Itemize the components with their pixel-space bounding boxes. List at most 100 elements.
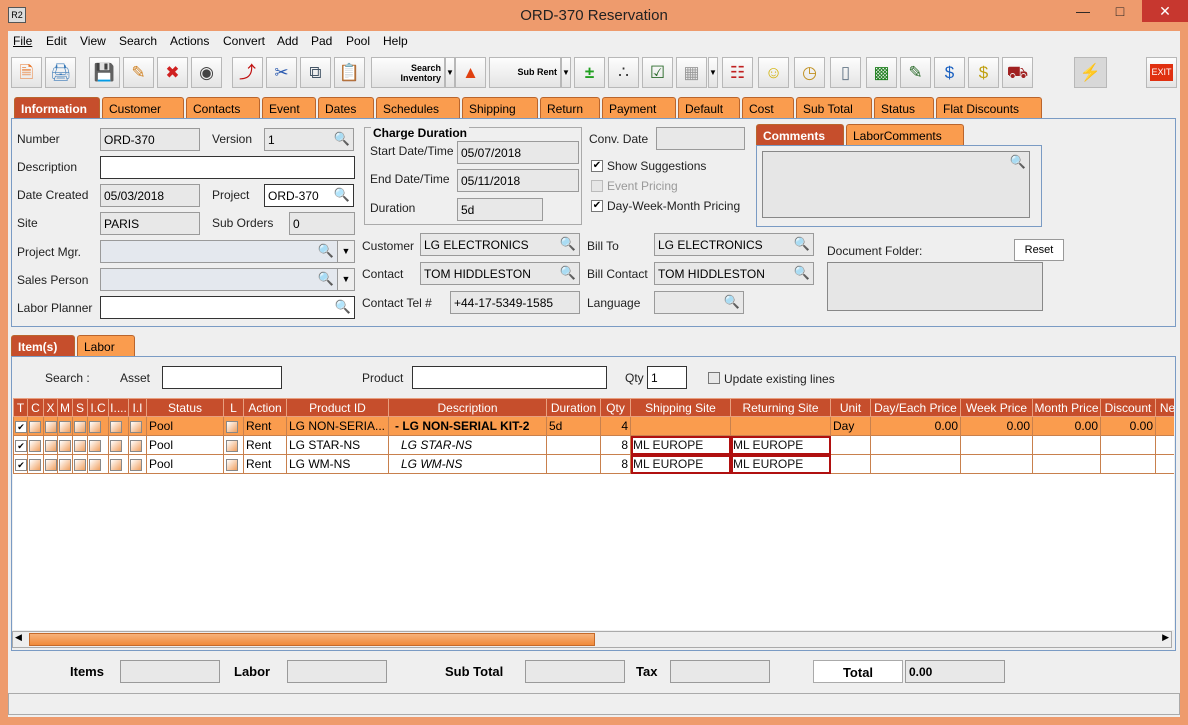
column-header[interactable]: Shipping Site <box>630 398 731 417</box>
row-checkbox-cell[interactable] <box>72 454 88 474</box>
checkbox[interactable] <box>29 458 41 471</box>
cell-unit[interactable] <box>830 454 871 474</box>
customer-field[interactable]: LG ELECTRONICS 🔍 <box>420 233 580 256</box>
edit-pencil-icon[interactable]: ✎ <box>123 57 154 88</box>
cell-status[interactable]: Pool <box>146 435 224 455</box>
checkbox[interactable] <box>74 420 86 433</box>
cell-day[interactable] <box>870 435 961 455</box>
tab-contacts[interactable]: Contacts <box>186 97 260 118</box>
truck-icon[interactable]: ⛟ <box>1002 57 1033 88</box>
cell-ret[interactable]: ML EUROPE <box>730 435 831 455</box>
row-checkbox-cell[interactable] <box>87 454 109 474</box>
eraser-icon[interactable]: ▯ <box>830 57 861 88</box>
chevron-down-icon[interactable]: ▼ <box>337 241 354 262</box>
search-inventory-button[interactable]: Search Inventory <box>371 57 445 88</box>
binoculars-icon[interactable]: ◉ <box>191 57 222 88</box>
sub-rent-dropdown-icon[interactable]: ▼ <box>561 57 571 88</box>
checkbox[interactable] <box>74 439 86 452</box>
column-header[interactable]: C <box>27 398 44 417</box>
search-icon[interactable]: 🔍 <box>793 265 810 280</box>
tab-default[interactable]: Default <box>678 97 740 118</box>
lightning-icon[interactable]: ⚡ <box>1074 57 1107 88</box>
cell-duration[interactable]: 5d <box>546 416 601 436</box>
minimize-button[interactable]: — <box>1076 3 1090 19</box>
column-header[interactable]: Duration <box>546 398 601 417</box>
search-icon[interactable]: 🔍 <box>723 294 740 309</box>
column-header[interactable]: I.C <box>87 398 109 417</box>
row-checkbox-cell[interactable] <box>108 416 129 436</box>
table-row[interactable]: ✔ Pool Rent LG STAR-NS LG STAR-NS 8 ML EUROPE M… <box>13 435 1174 455</box>
comments-textarea[interactable]: 🔍 <box>762 151 1030 218</box>
column-header[interactable]: M <box>57 398 73 417</box>
column-header[interactable]: S <box>72 398 88 417</box>
search-icon[interactable]: 🔍 <box>1009 154 1026 169</box>
scrollbar-thumb[interactable] <box>29 633 595 646</box>
horizontal-scrollbar[interactable]: ◀ ▶ <box>12 631 1172 648</box>
cell-action[interactable]: Rent <box>243 454 287 474</box>
cell-day[interactable] <box>870 454 961 474</box>
cell-ship[interactable]: ML EUROPE <box>630 454 731 474</box>
row-checkbox-cell[interactable] <box>57 454 73 474</box>
row-checkbox-cell[interactable] <box>27 454 44 474</box>
circles-icon[interactable]: ∴ <box>608 57 639 88</box>
project-mgr-combo[interactable]: 🔍 ▼ <box>100 240 355 263</box>
cell-month[interactable]: 0.00 <box>1032 416 1101 436</box>
copy-icon[interactable]: ⧉ <box>300 57 331 88</box>
cut-icon[interactable]: ✂ <box>266 57 297 88</box>
cell-discount[interactable] <box>1100 435 1156 455</box>
tab-comments[interactable]: Comments <box>756 124 844 145</box>
cell-discount[interactable] <box>1100 454 1156 474</box>
menu-edit[interactable]: Edit <box>46 34 67 48</box>
checkbox[interactable] <box>89 439 101 452</box>
search-icon[interactable]: 🔍 <box>317 243 334 258</box>
menu-pad[interactable]: Pad <box>311 34 333 48</box>
row-checkbox-cell[interactable] <box>57 416 73 436</box>
cell-product-id[interactable]: LG WM-NS <box>286 454 389 474</box>
menu-search[interactable]: Search <box>119 34 158 48</box>
project-field[interactable]: ORD-370 🔍 <box>264 184 354 207</box>
row-checkbox-cell[interactable] <box>108 435 129 455</box>
tab-sub-total[interactable]: Sub Total <box>796 97 872 118</box>
cell-ret[interactable] <box>730 416 831 436</box>
row-checkbox-cell[interactable] <box>108 454 129 474</box>
exit-button[interactable]: EXIT <box>1146 57 1177 88</box>
close-button[interactable]: ✕ <box>1142 0 1188 22</box>
asset-search-input[interactable] <box>162 366 282 389</box>
checkbox[interactable] <box>130 420 142 433</box>
add-remove-icon[interactable]: ± <box>574 57 605 88</box>
description-input[interactable] <box>100 156 355 179</box>
row-checkbox-cell[interactable] <box>43 435 58 455</box>
checkbox[interactable] <box>110 420 122 433</box>
column-header[interactable]: Product ID <box>286 398 389 417</box>
menu-pool[interactable]: Pool <box>346 34 371 48</box>
document-folder-box[interactable] <box>827 262 1043 311</box>
cell-week[interactable]: 0.00 <box>960 416 1033 436</box>
search-icon[interactable]: 🔍 <box>317 271 334 286</box>
tab-labor-comments[interactable]: LaborComments <box>846 124 964 145</box>
cell-description[interactable]: LG WM-NS <box>388 454 547 474</box>
row-checkbox-cell[interactable] <box>57 435 73 455</box>
cell-description[interactable]: - LG NON-SERIAL KIT-2 <box>388 416 547 436</box>
tab-dates[interactable]: Dates <box>318 97 374 118</box>
notes-clock-icon[interactable]: ◷ <box>794 57 825 88</box>
show-suggestions-checkbox[interactable]: ✔ <box>591 160 603 172</box>
column-header[interactable]: T <box>13 398 28 417</box>
product-search-input[interactable] <box>412 366 607 389</box>
edit-form-icon[interactable]: ✎ <box>900 57 931 88</box>
delete-icon[interactable]: ✖ <box>157 57 188 88</box>
row-checkbox-cell[interactable] <box>87 435 109 455</box>
cell-day[interactable]: 0.00 <box>870 416 961 436</box>
cell-product-id[interactable]: LG STAR-NS <box>286 435 389 455</box>
checkbox[interactable] <box>226 439 238 452</box>
row-checkbox-cell[interactable] <box>72 435 88 455</box>
cell-unit[interactable] <box>830 435 871 455</box>
row-checkbox-cell[interactable] <box>27 435 44 455</box>
checkbox[interactable]: ✔ <box>15 458 27 471</box>
maximize-button[interactable]: □ <box>1115 3 1125 19</box>
checkbox[interactable] <box>29 439 41 452</box>
contact-field[interactable]: TOM HIDDLESTON 🔍 <box>420 262 580 285</box>
cell-qty[interactable]: 4 <box>600 416 631 436</box>
checkbox[interactable] <box>226 458 238 471</box>
row-checkbox-cell[interactable] <box>27 416 44 436</box>
tab-status[interactable]: Status <box>874 97 934 118</box>
